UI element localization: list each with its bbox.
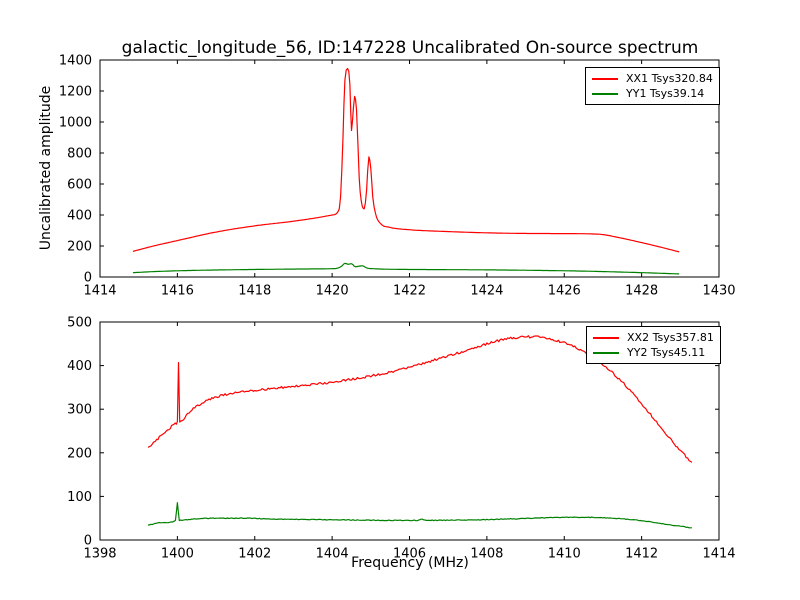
legend-line-sample-xx1-icon <box>592 77 618 80</box>
legend-entry-yy2: YY2 Tsys45.11 <box>593 345 714 360</box>
plot-frame-top <box>99 59 720 278</box>
y-tick-label: 0 <box>84 271 92 286</box>
x-axis-label: Frequency (MHz) <box>351 555 469 571</box>
x-tick-label: 1408 <box>470 547 503 562</box>
y-tick-label: 100 <box>67 490 92 505</box>
x-tick-label: 1416 <box>161 284 194 299</box>
chart-title: galactic_longitude_56, ID:147228 Uncalib… <box>121 38 699 58</box>
legend-entry-xx1: XX1 Tsys320.84 <box>592 71 713 86</box>
x-tick-label: 1428 <box>625 284 658 299</box>
y-tick-label: 400 <box>67 359 92 374</box>
legend-bottom-plot: XX2 Tsys357.81 YY2 Tsys45.11 <box>586 326 721 364</box>
x-tick-label: 1402 <box>238 547 271 562</box>
y-tick-label: 1200 <box>59 85 92 100</box>
y-tick-label: 300 <box>67 403 92 418</box>
legend-label-yy1: YY1 Tsys39.14 <box>626 87 705 100</box>
x-tick-label: 1430 <box>702 284 735 299</box>
x-tick-label: 1410 <box>548 547 581 562</box>
legend-label-yy2: YY2 Tsys45.11 <box>627 346 706 359</box>
x-tick-label: 1398 <box>83 547 116 562</box>
legend-line-sample-yy2-icon <box>593 351 619 354</box>
x-tick-label: 1420 <box>316 284 349 299</box>
x-tick-label: 1414 <box>83 284 116 299</box>
y-axis-label: Uncalibrated amplitude <box>38 85 54 251</box>
y-tick-label: 0 <box>84 534 92 549</box>
plot-frame-bottom <box>99 321 720 541</box>
y-tick-label: 600 <box>67 178 92 193</box>
x-tick-label: 1404 <box>316 547 349 562</box>
y-tick-label: 500 <box>67 316 92 331</box>
legend-line-sample-yy1-icon <box>592 92 618 95</box>
y-tick-label: 1400 <box>59 54 92 69</box>
y-tick-label: 200 <box>67 240 92 255</box>
legend-entry-xx2: XX2 Tsys357.81 <box>593 330 714 345</box>
x-tick-label: 1422 <box>393 284 426 299</box>
legend-label-xx2: XX2 Tsys357.81 <box>627 331 714 344</box>
y-tick-label: 1000 <box>59 116 92 131</box>
legend-label-xx1: XX1 Tsys320.84 <box>626 72 713 85</box>
x-tick-label: 1400 <box>161 547 194 562</box>
y-tick-label: 800 <box>67 147 92 162</box>
y-tick-label: 200 <box>67 446 92 461</box>
series-yy2-line <box>147 502 692 529</box>
legend-top-plot: XX1 Tsys320.84 YY1 Tsys39.14 <box>585 67 720 105</box>
legend-entry-yy1: YY1 Tsys39.14 <box>592 86 713 101</box>
x-tick-label: 1426 <box>548 284 581 299</box>
x-tick-label: 1412 <box>625 547 658 562</box>
legend-line-sample-xx2-icon <box>593 336 619 339</box>
series-yy1-line <box>132 262 680 275</box>
y-tick-label: 400 <box>67 209 92 224</box>
x-tick-label: 1406 <box>393 547 426 562</box>
series-xx1-line <box>132 67 680 253</box>
x-tick-label: 1424 <box>470 284 503 299</box>
x-tick-label: 1418 <box>238 284 271 299</box>
x-tick-label: 1414 <box>702 547 735 562</box>
